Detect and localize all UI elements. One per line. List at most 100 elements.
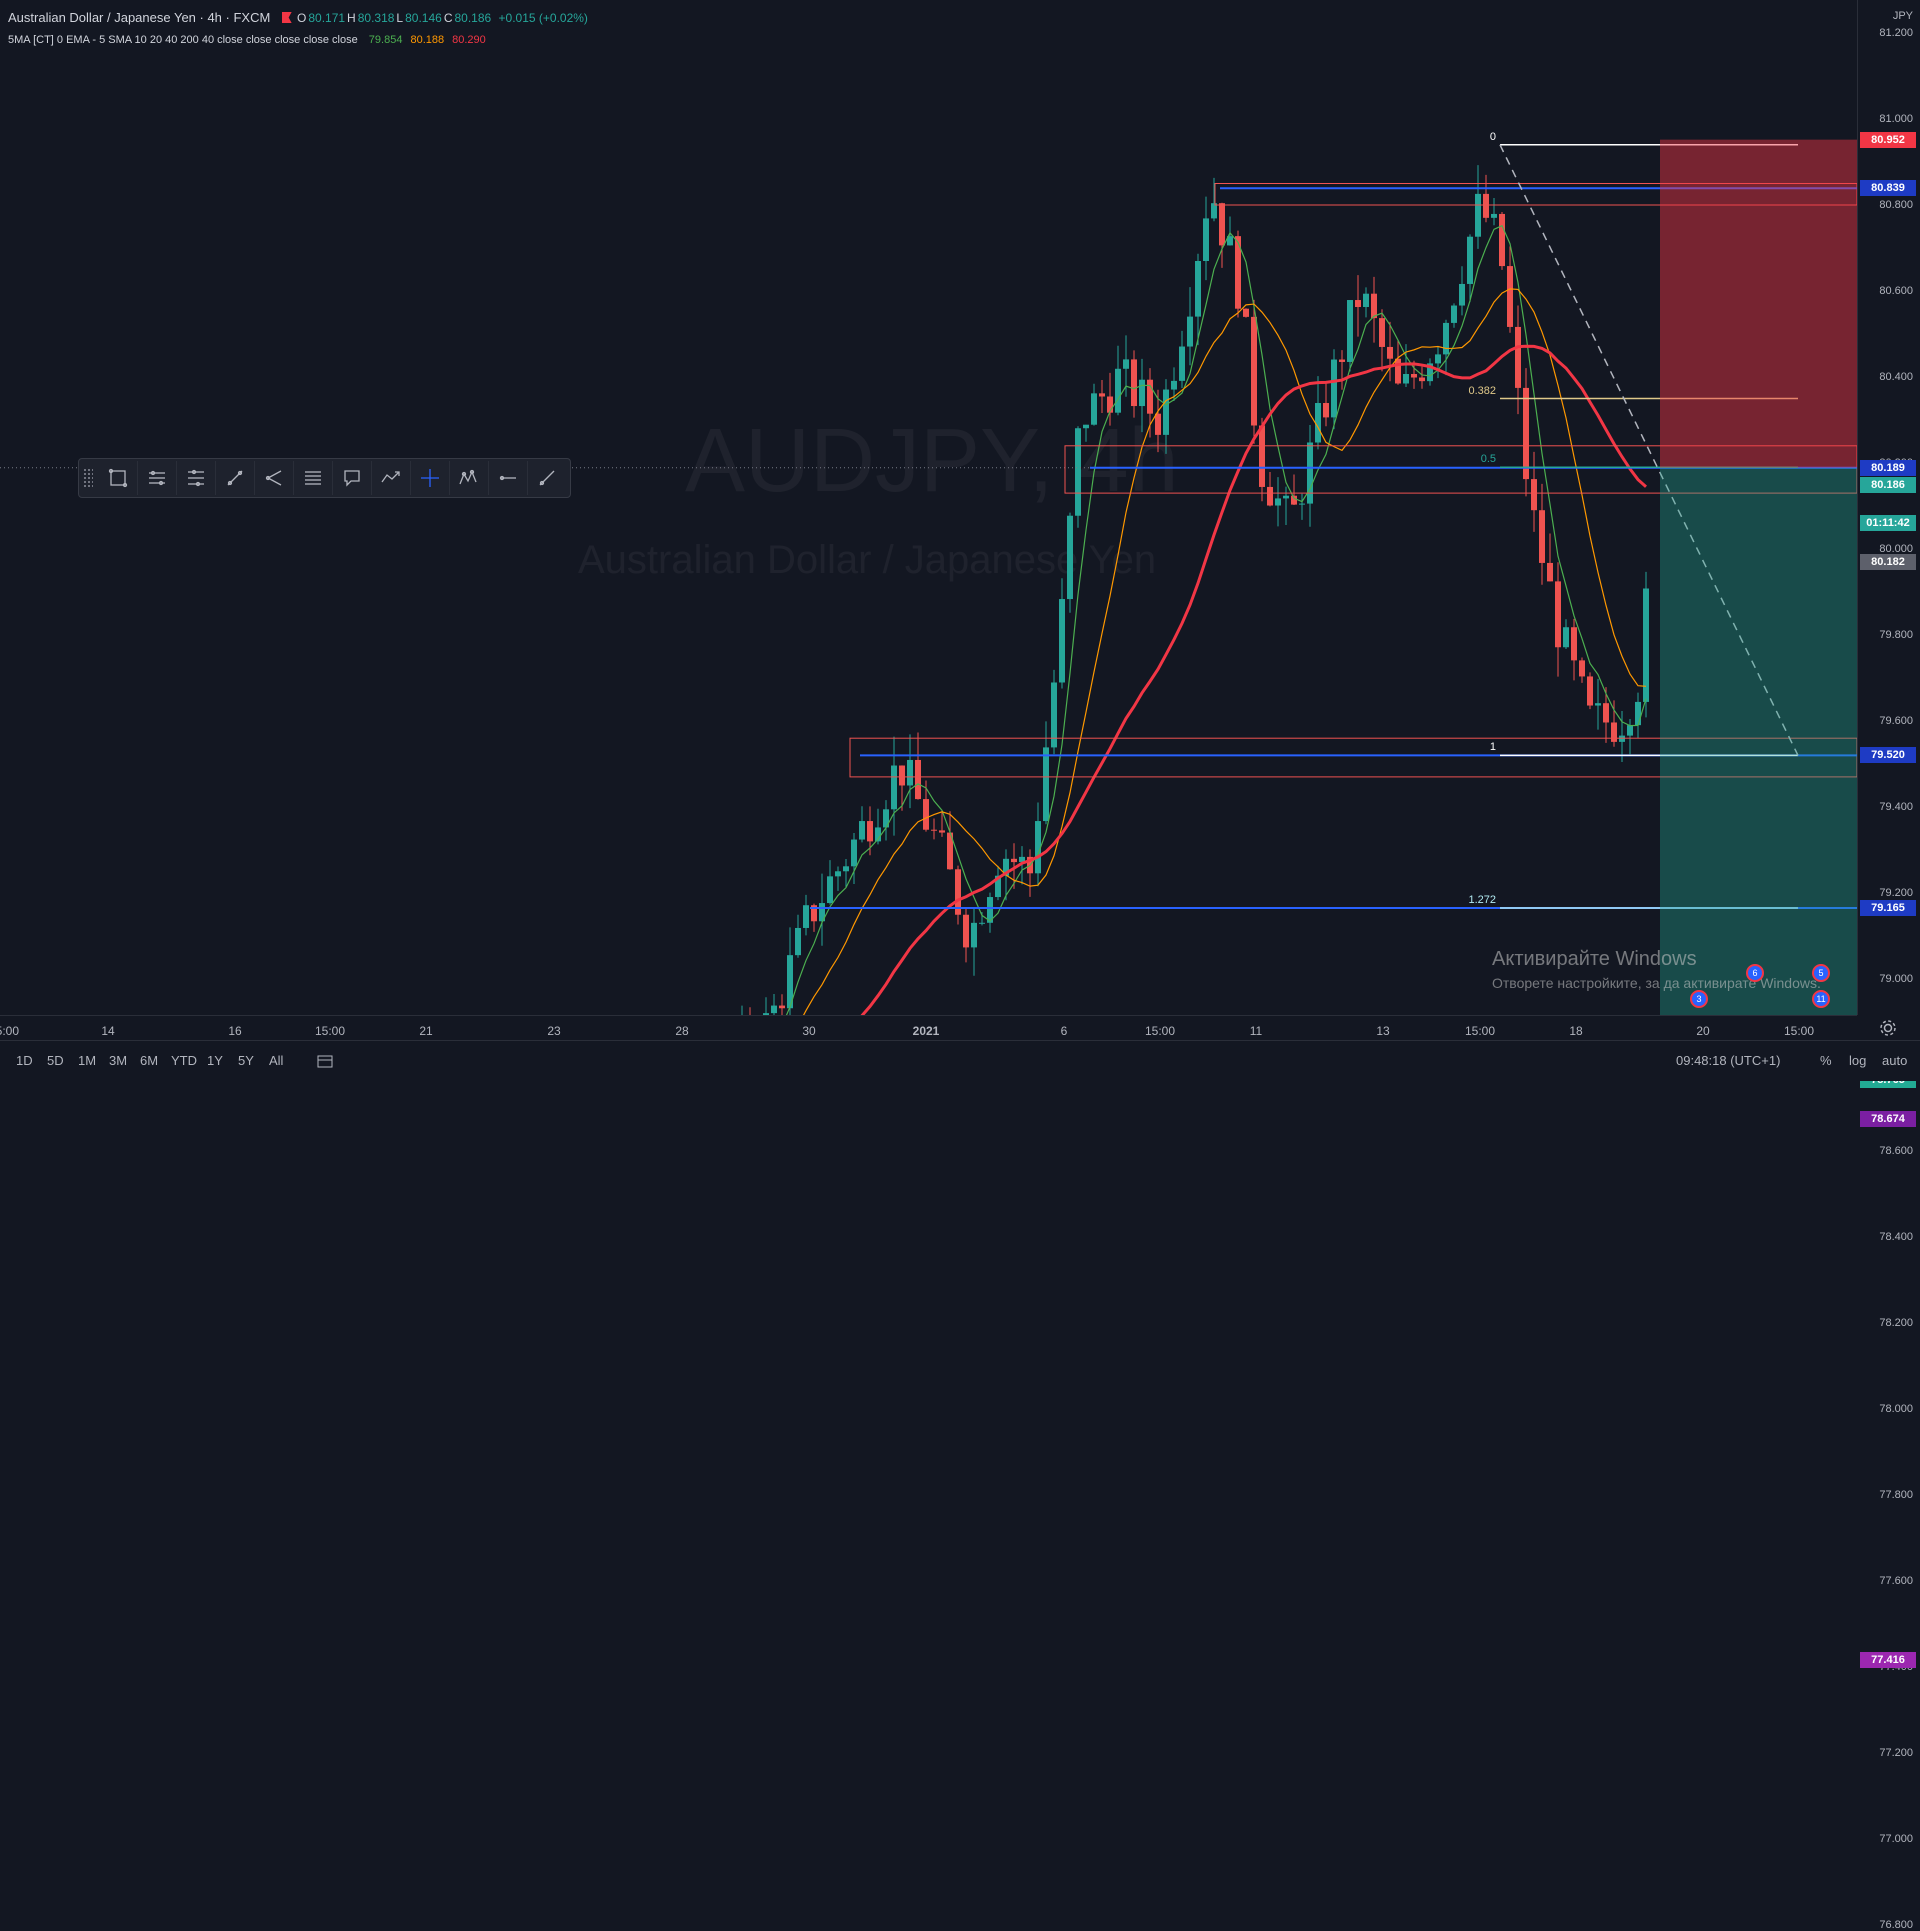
symbol-legend[interactable]: Australian Dollar / Japanese Yen · 4h · …: [8, 10, 590, 25]
chart-area[interactable]: AUDJPY, 4h Australian Dollar / Japanese …: [0, 0, 1857, 1015]
ohlc-label: C: [443, 11, 453, 25]
economic-event-icon[interactable]: 5: [1812, 964, 1830, 982]
fib-retracement-icon[interactable]: [294, 461, 333, 495]
candle-body: [827, 876, 833, 904]
log-toggle[interactable]: log: [1849, 1053, 1867, 1068]
fib-level-label: 1.272: [1468, 894, 1496, 907]
candle-body: [1291, 495, 1297, 505]
pitchfork-icon[interactable]: [255, 461, 294, 495]
candle-body: [819, 903, 825, 922]
price-tag: 79.520: [1860, 747, 1916, 764]
candle-body: [1523, 387, 1529, 480]
price-tick-label: 77.600: [1879, 1575, 1913, 1587]
range-button-ytd[interactable]: YTD: [171, 1053, 197, 1068]
candle-body: [987, 897, 993, 923]
candle-body: [1515, 326, 1521, 388]
clock: 09:48:18 (UTC+1): [1676, 1053, 1781, 1068]
candle-body: [1611, 722, 1617, 742]
candle-body: [811, 905, 817, 922]
indicator-values: 79.854 80.188 80.290: [363, 34, 488, 46]
time-tick-label: 18: [1569, 1024, 1583, 1038]
ohlc-label: O: [297, 11, 307, 25]
candle-body: [1475, 193, 1481, 237]
price-tag: 80.952: [1860, 131, 1916, 148]
candle-body: [867, 821, 873, 842]
range-button-1m[interactable]: 1M: [78, 1053, 97, 1068]
candle-body: [891, 765, 897, 810]
indicator-value: 79.854: [368, 34, 403, 46]
price-chart[interactable]: [0, 0, 1857, 1015]
bottom-toolbar: 1D 5D 1M 3M 6M YTD 1Y 5Y All 09:48:18 (UTC+1) % …: [0, 1040, 1920, 1081]
candle-body: [1219, 203, 1225, 246]
candle-body: [803, 905, 809, 928]
time-tick-label: 6: [1060, 1024, 1068, 1038]
price-tag: 77.416: [1860, 1652, 1916, 1669]
horizontal-ray-icon[interactable]: [489, 461, 528, 495]
drawing-toolbar[interactable]: [78, 458, 571, 498]
range-button-1y[interactable]: 1Y: [207, 1053, 223, 1068]
economic-event-icon[interactable]: 11: [1812, 990, 1830, 1008]
ohlc-value: 80.171: [308, 11, 346, 25]
zone-rect: [1064, 445, 1857, 494]
ray-icon[interactable]: [528, 461, 566, 495]
indicator-legend[interactable]: 5MA [CT] 0 EMA - 5 SMA 10 20 40 200 40 c…: [8, 34, 490, 46]
auto-toggle[interactable]: auto: [1882, 1053, 1908, 1068]
candle-body: [1531, 479, 1537, 511]
range-button-5y[interactable]: 5Y: [238, 1053, 254, 1068]
candle-body: [899, 765, 905, 786]
pattern-icon[interactable]: [450, 461, 489, 495]
candle-body: [835, 871, 841, 877]
price-tick-label: 78.400: [1879, 1231, 1913, 1243]
trend-line-icon[interactable]: [216, 461, 255, 495]
candle-body: [1035, 821, 1041, 874]
candle-body: [1507, 266, 1513, 327]
regression-icon[interactable]: [177, 461, 216, 495]
economic-event-icon[interactable]: 6: [1746, 964, 1764, 982]
candle-body: [1347, 300, 1353, 362]
percent-toggle[interactable]: %: [1820, 1053, 1832, 1068]
fib-trend-line: [1499, 144, 1799, 756]
price-tag: 80.189: [1860, 459, 1916, 476]
take-profit-zone: [1660, 467, 1857, 1015]
range-button-all[interactable]: All: [269, 1053, 284, 1068]
candle-body: [1563, 627, 1569, 648]
candle-body: [1211, 203, 1217, 219]
candle-body: [1603, 703, 1609, 723]
price-tick-label: 81.200: [1879, 27, 1913, 39]
range-button-1d[interactable]: 1D: [16, 1053, 33, 1068]
ohlc-label: H: [347, 11, 356, 25]
drag-handle-icon[interactable]: [83, 468, 93, 488]
candle-body: [1539, 510, 1545, 563]
date-range-icon[interactable]: [316, 1052, 334, 1070]
symbol-title[interactable]: Australian Dollar / Japanese Yen · 4h · …: [8, 10, 271, 25]
candle-body: [995, 875, 1001, 898]
path-icon[interactable]: [372, 461, 411, 495]
parallel-channel-icon[interactable]: [138, 461, 177, 495]
candle-body: [1499, 213, 1505, 267]
time-tick-label: 28: [675, 1024, 689, 1038]
range-button-5d[interactable]: 5D: [47, 1053, 64, 1068]
crosshair-icon[interactable]: [411, 461, 450, 495]
economic-event-icon[interactable]: 3: [1690, 990, 1708, 1008]
candle-body: [1227, 236, 1233, 246]
candle-body: [1467, 236, 1473, 284]
rectangle-tool-icon[interactable]: [99, 461, 138, 495]
settings-gear-icon[interactable]: [1878, 1018, 1898, 1038]
time-scale[interactable]: 15:00 14 16 15:00 21 23 28 30 2021 6 15:00 11 13 15:0…: [0, 1015, 1857, 1056]
range-button-6m[interactable]: 6M: [140, 1053, 159, 1068]
candle-body: [1171, 380, 1177, 390]
price-tick-label: 80.800: [1879, 199, 1913, 211]
candle-body: [779, 1005, 785, 1009]
candle-body: [1043, 747, 1049, 822]
price-scale[interactable]: JPY 81.20081.00080.80080.60080.40080.200…: [1857, 0, 1920, 1931]
candle-body: [1179, 346, 1185, 381]
candle-body: [1451, 305, 1457, 323]
candle-body: [1251, 316, 1257, 426]
price-tag: 80.186: [1860, 476, 1916, 493]
callout-icon[interactable]: [333, 461, 372, 495]
candle-body: [1483, 193, 1489, 218]
range-button-3m[interactable]: 3M: [109, 1053, 128, 1068]
time-tick-label: 15:00: [1783, 1024, 1815, 1038]
indicator-title[interactable]: 5MA [CT] 0 EMA - 5 SMA 10 20 40 200 40 c…: [8, 34, 358, 46]
candle-body: [1355, 300, 1361, 308]
